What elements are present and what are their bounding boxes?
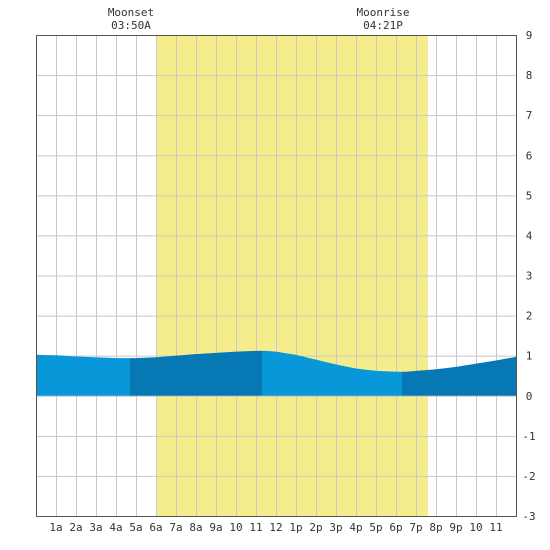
x-tick-label: 8p [429,521,442,534]
x-tick-label: 3p [329,521,342,534]
y-tick-label: 7 [526,109,533,122]
annotation-label: Moonset [108,6,154,19]
x-tick-label: 8a [189,521,202,534]
y-tick-label: 4 [526,229,533,242]
x-tick-label: 5a [129,521,142,534]
y-tick-label: -2 [522,470,535,483]
y-tick-label: 6 [526,149,533,162]
y-tick-label: 8 [526,69,533,82]
x-tick-label: 1p [289,521,302,534]
tide-area-segment [36,354,130,396]
annotation-time: 04:21P [363,19,403,32]
x-tick-label: 11 [489,521,502,534]
y-tick-label: 3 [526,270,533,283]
x-tick-label: 12 [269,521,282,534]
x-tick-label: 7a [169,521,182,534]
x-tick-label: 2p [309,521,322,534]
y-tick-label: -3 [522,510,535,523]
tide-area-segment [262,350,402,396]
y-tick-label: -1 [522,430,535,443]
plot-frame [36,35,517,517]
y-tick-label: 5 [526,189,533,202]
y-tick-label: 0 [526,390,533,403]
x-tick-label: 4a [109,521,122,534]
x-tick-label: 5p [369,521,382,534]
y-tick-label: 2 [526,310,533,323]
x-tick-label: 3a [89,521,102,534]
x-tick-label: 7p [409,521,422,534]
x-tick-label: 9a [209,521,222,534]
x-tick-label: 11 [249,521,262,534]
x-tick-label: 10 [229,521,242,534]
x-tick-label: 6a [149,521,162,534]
x-tick-label: 1a [49,521,62,534]
x-tick-label: 4p [349,521,362,534]
annotation-label: Moonrise [357,6,410,19]
y-tick-label: 1 [526,350,533,363]
x-tick-label: 10 [469,521,482,534]
x-tick-label: 6p [389,521,402,534]
y-tick-label: 9 [526,29,533,42]
tide-area-segment [402,356,516,396]
x-tick-label: 9p [449,521,462,534]
annotation-time: 03:50A [111,19,151,32]
x-tick-label: 2a [69,521,82,534]
tide-area-segment [130,350,262,396]
